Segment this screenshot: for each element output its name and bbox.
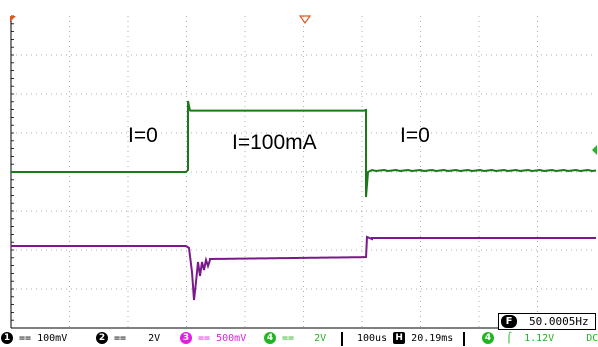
timebase-right-bracket (463, 332, 465, 346)
channel-4-scale: 2V (314, 333, 327, 344)
channel-3-readout: 3 == 500mV (180, 331, 246, 347)
channel-2-scale: 2V (148, 333, 161, 344)
channel-2-icon: 2 (96, 332, 108, 344)
trigger-slope-icon: ⌠ (506, 333, 513, 344)
trigger-position-marker (298, 15, 312, 25)
channel-1-scale: 100mV (37, 333, 68, 344)
annotation-current-zero-right: I=0 (400, 124, 430, 147)
current-trace (11, 100, 597, 198)
trigger-source-icon: 4 (482, 332, 494, 344)
channel-4-readout: 4 == 2V (264, 331, 326, 347)
channel-2-coupling: == (114, 333, 127, 344)
trigger-coupling: DC (586, 333, 598, 344)
trigger-level: 1.12V (524, 333, 555, 344)
frequency-readout: F 50.0005Hz (498, 313, 596, 330)
channel-3-scale: 500mV (216, 333, 247, 344)
status-bar: 1 == 100mV 2 == 2V 3 == 500mV 4 == 2V 10… (0, 331, 598, 347)
channel-1-icon: 1 (1, 332, 13, 344)
horizontal-position-icon: H (393, 332, 406, 344)
channel-4-icon: 4 (264, 332, 276, 344)
voltage-trace (11, 235, 596, 301)
annotation-current-zero-left: I=0 (128, 124, 158, 147)
trigger-readout: 4 ⌠ 1.12V DC (482, 331, 598, 347)
channel-1-readout: 1 == 100mV (1, 331, 67, 347)
channel-1-coupling: == (19, 333, 32, 344)
frequency-value: 50.0005Hz (529, 315, 589, 328)
channel-4-coupling: == (282, 333, 295, 344)
timebase-position: 20.19ms (411, 333, 454, 344)
channel-3-coupling: == (198, 333, 211, 344)
timebase-time-per-div: 100us (357, 333, 388, 344)
frequency-icon: F (501, 315, 517, 328)
timebase-left-bracket (341, 332, 343, 346)
timebase-readout: 100us H 20.19ms (357, 331, 453, 347)
channel-3-icon: 3 (180, 332, 192, 344)
channel-2-readout: 2 == 2V (96, 331, 160, 347)
trigger-level-icon (592, 145, 597, 155)
channel-marker-icon (10, 16, 16, 22)
annotation-current-100ma: I=100mA (232, 131, 317, 154)
